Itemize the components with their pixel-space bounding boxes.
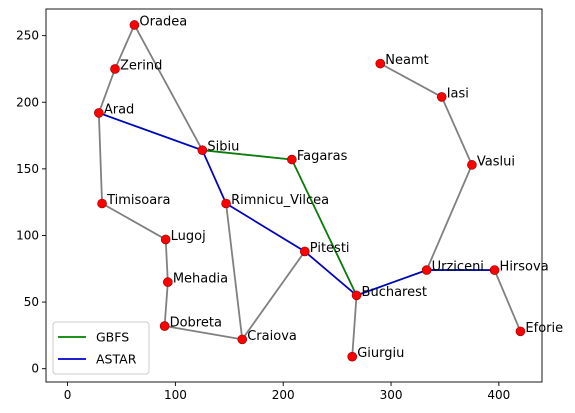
city-label-oradea: Oradea (139, 14, 187, 29)
city-label-mehadia: Mehadia (173, 272, 228, 287)
y-tick-label: 150 (16, 162, 39, 176)
city-label-rimnicu_vilcea: Rimnicu_Vilcea (231, 193, 329, 208)
x-tick-label: 400 (487, 388, 510, 402)
city-label-giurgiu: Giurgiu (357, 346, 404, 361)
x-tick-label: 0 (64, 388, 72, 402)
node-hirsova (490, 266, 499, 275)
node-giurgiu (348, 352, 357, 361)
node-craiova (238, 335, 247, 344)
city-label-iasi: Iasi (447, 86, 469, 101)
y-tick-label: 200 (16, 95, 39, 109)
node-arad (94, 108, 103, 117)
city-label-sibiu: Sibiu (207, 140, 239, 155)
city-label-vaslui: Vaslui (477, 154, 515, 169)
city-label-bucharest: Bucharest (362, 285, 427, 300)
node-zerind (111, 64, 120, 73)
node-bucharest (352, 291, 361, 300)
x-tick-label: 300 (380, 388, 403, 402)
node-pitesti (300, 247, 309, 256)
node-mehadia (163, 278, 172, 287)
node-urziceni (422, 266, 431, 275)
node-neamt (376, 59, 385, 68)
city-label-hirsova: Hirsova (500, 260, 549, 275)
y-tick-label: 50 (24, 295, 39, 309)
node-eforie (516, 327, 525, 336)
city-label-eforie: Eforie (525, 321, 563, 336)
node-iasi (437, 92, 446, 101)
y-tick-label: 0 (31, 362, 39, 376)
city-label-urziceni: Urziceni (432, 260, 484, 275)
city-label-zerind: Zerind (120, 58, 162, 73)
legend-label-astar: ASTAR (96, 352, 137, 367)
legend: GBFS ASTAR (53, 322, 149, 374)
x-tick-label: 200 (272, 388, 295, 402)
city-label-lugoj: Lugoj (171, 229, 206, 244)
legend-label-gbfs: GBFS (96, 330, 129, 345)
node-vaslui (467, 160, 476, 169)
city-label-craiova: Craiova (247, 329, 297, 344)
node-fagaras (287, 155, 296, 164)
y-tick-label: 100 (16, 228, 39, 242)
y-tick-label: 250 (16, 29, 39, 43)
city-label-neamt: Neamt (385, 53, 428, 68)
city-label-pitesti: Pitesti (310, 241, 350, 256)
node-oradea (130, 20, 139, 29)
x-tick-label: 100 (164, 388, 187, 402)
city-label-timisoara: Timisoara (106, 193, 170, 208)
city-label-dobreta: Dobreta (170, 316, 222, 331)
node-rimnicu_vilcea (222, 199, 231, 208)
node-lugoj (161, 235, 170, 244)
city-label-arad: Arad (104, 102, 134, 117)
city-label-fagaras: Fagaras (297, 149, 348, 164)
node-sibiu (198, 146, 207, 155)
node-dobreta (160, 322, 169, 331)
node-timisoara (98, 199, 107, 208)
